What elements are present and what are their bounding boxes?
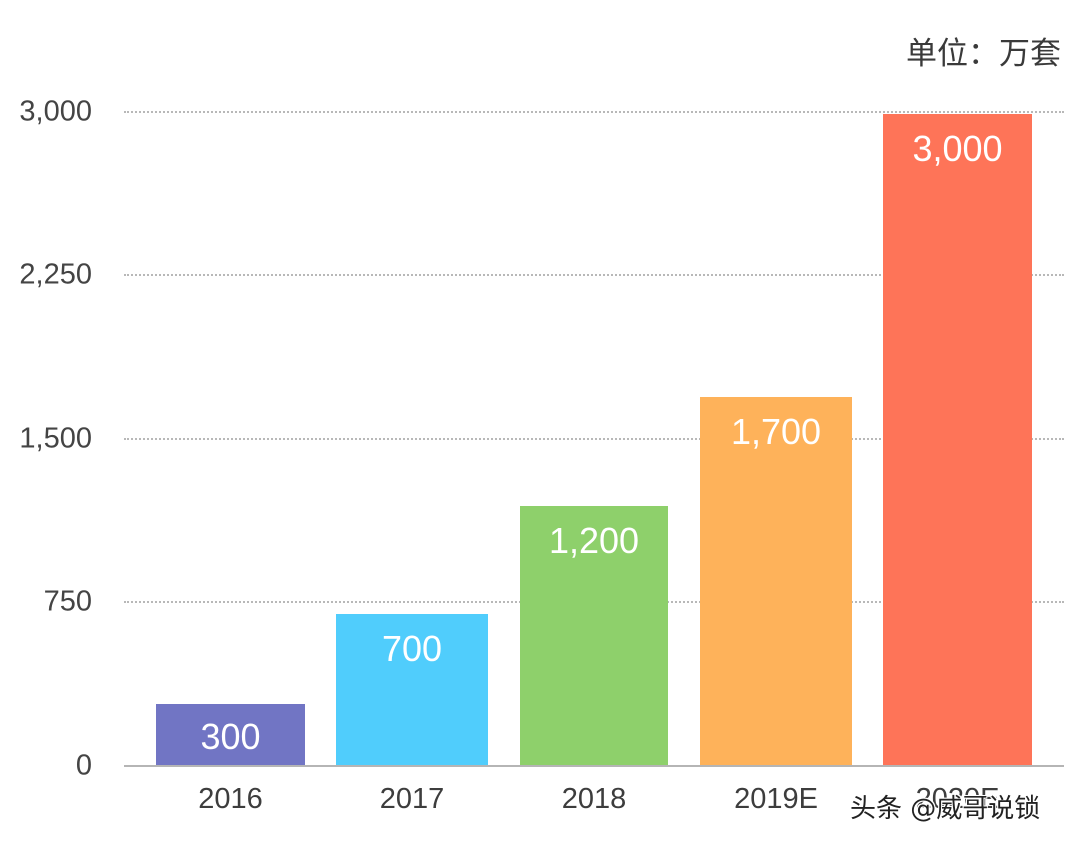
y-tick-2250: 2,250 <box>19 258 92 291</box>
bar-value-label: 1,200 <box>548 520 640 561</box>
bar-2019e: 1,700 <box>700 397 852 766</box>
x-tick-2019e: 2019E <box>734 783 818 815</box>
bar-2016: 300 <box>156 704 305 766</box>
y-tick-0: 0 <box>75 749 92 782</box>
unit-label: 单位：万套 <box>906 36 1061 72</box>
gridline-1500 <box>124 438 1064 440</box>
watermark: 头条 @威哥说锁 <box>850 794 1041 824</box>
gridline-2250 <box>124 274 1064 276</box>
x-tick-2018: 2018 <box>561 783 627 815</box>
bar-2018: 1,200 <box>520 506 668 766</box>
bar-value-label: 300 <box>200 716 261 757</box>
bar-2020e: 3,000 <box>883 114 1032 766</box>
x-axis-line <box>124 765 1064 767</box>
x-tick-2020e: 2020E <box>915 783 1000 815</box>
bar-value-label: 700 <box>381 628 443 669</box>
y-tick-1500: 1,500 <box>19 422 92 455</box>
bar-2017: 700 <box>336 614 488 766</box>
x-tick-2017: 2017 <box>379 783 445 815</box>
y-tick-3000: 3,000 <box>19 95 92 128</box>
y-tick-750: 750 <box>43 585 92 618</box>
bar-value-label: 1,700 <box>730 411 822 452</box>
x-tick-2016: 2016 <box>198 783 263 815</box>
bar-value-label: 3,000 <box>912 128 1003 169</box>
gridline-3000 <box>124 111 1064 113</box>
